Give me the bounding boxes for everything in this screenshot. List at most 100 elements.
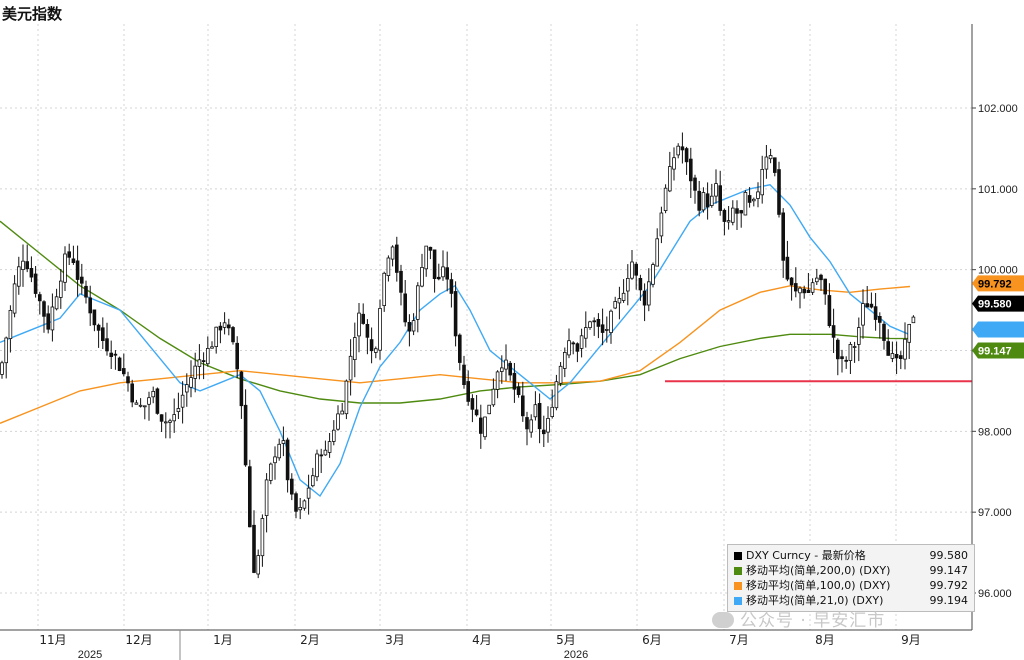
candle-body-62	[260, 518, 265, 557]
candle-body-57	[239, 371, 244, 407]
candle-body-113	[474, 409, 479, 416]
wechat-icon	[712, 612, 734, 628]
candle-body-99	[415, 285, 420, 320]
candle-body-24	[101, 327, 105, 341]
candle-body-193	[810, 282, 815, 293]
candle-body-126	[529, 419, 533, 433]
candle-body-132	[554, 381, 559, 409]
tag-ma200-bg	[972, 342, 1024, 359]
candle-body-86	[361, 313, 365, 324]
candle-body-205	[861, 303, 865, 326]
legend-row-ma100: 移动平均(简单,100,0) (DXY) 99.792	[734, 579, 968, 593]
candle-body-215	[903, 338, 907, 360]
candle-body-79	[331, 429, 336, 442]
candle-body-137	[575, 343, 580, 352]
candle-body-190	[798, 287, 802, 294]
candle-body-59	[247, 466, 252, 528]
legend-label-price: DXY Curncy - 最新价格	[746, 549, 866, 562]
candle-body-36	[151, 390, 156, 398]
candle-body-110	[462, 364, 466, 386]
candle-body-19	[80, 276, 84, 284]
x-month-label-0: 11月	[39, 633, 66, 647]
candle-body-56	[235, 342, 240, 370]
candle-body-48	[201, 360, 206, 363]
candle-body-134	[563, 351, 567, 369]
candle-body-204	[857, 327, 861, 345]
candle-body-0	[0, 362, 4, 375]
candle-body-160	[672, 157, 676, 170]
candle-body-119	[499, 367, 504, 372]
candle-body-151	[634, 263, 638, 276]
candle-body-76	[319, 454, 323, 457]
candle-body-80	[336, 413, 340, 430]
candle-body-209	[878, 315, 882, 323]
candle-body-172	[722, 209, 727, 222]
x-year-label-0: 2025	[78, 649, 102, 660]
candle-body-27	[113, 353, 118, 356]
candle-body-41	[172, 414, 177, 422]
candle-body-150	[630, 261, 634, 279]
legend-label-ma200: 移动平均(简单,200,0) (DXY)	[746, 564, 891, 577]
candle-body-177	[743, 191, 748, 216]
tag-ma100-text: 99.792	[978, 278, 1012, 290]
candle-body-22	[92, 309, 97, 326]
candle-body-58	[243, 404, 248, 466]
x-year-label-1: 2026	[564, 649, 588, 660]
candle-body-143	[600, 324, 605, 333]
candle-body-88	[369, 339, 374, 352]
candle-body-129	[542, 429, 546, 435]
candle-body-3	[12, 283, 17, 314]
tag-ma200-text: 99.147	[978, 346, 1012, 358]
x-month-label-5: 4月	[472, 633, 492, 647]
candle-body-173	[726, 220, 731, 223]
candle-body-125	[525, 417, 529, 430]
candle-body-43	[180, 394, 185, 408]
candle-body-95	[399, 270, 403, 293]
candle-body-182	[764, 156, 769, 170]
candle-body-82	[344, 380, 349, 415]
candle-body-195	[819, 274, 823, 281]
candle-body-29	[122, 368, 126, 375]
candle-body-164	[689, 158, 693, 182]
candle-body-176	[739, 210, 743, 214]
candle-body-52	[218, 325, 223, 331]
candle-body-68	[285, 439, 290, 481]
candle-body-1	[4, 337, 9, 364]
candle-body-203	[852, 346, 857, 348]
y-tick-label-4: 100.000	[978, 265, 1018, 277]
candle-body-158	[663, 187, 668, 211]
candle-body-174	[731, 207, 735, 223]
candle-body-153	[642, 290, 647, 306]
candle-body-131	[550, 406, 554, 417]
candle-body-124	[521, 395, 525, 417]
candle-body-83	[348, 355, 353, 381]
candle-body-81	[340, 410, 344, 415]
y-tick-label-1: 97.000	[978, 507, 1012, 519]
candle-body-73	[306, 487, 311, 499]
candle-body-91	[382, 272, 386, 306]
candle-body-72	[302, 500, 307, 509]
candle-body-35	[147, 397, 151, 405]
candle-body-12	[50, 306, 55, 331]
candle-body-169	[710, 195, 714, 206]
x-month-label-9: 8月	[815, 633, 835, 647]
x-month-label-8: 7月	[729, 633, 749, 647]
candle-body-92	[386, 257, 391, 277]
candle-body-39	[163, 421, 168, 424]
chart-title: 美元指数	[2, 5, 63, 23]
candle-body-13	[54, 296, 59, 310]
candle-body-217	[911, 316, 916, 324]
candle-body-181	[760, 168, 764, 196]
candle-body-33	[138, 404, 143, 407]
candle-body-199	[836, 339, 840, 360]
candle-body-37	[155, 388, 160, 414]
candle-body-98	[411, 320, 416, 332]
candle-body-191	[802, 288, 806, 294]
candle-body-78	[327, 441, 332, 453]
candle-body-42	[176, 408, 181, 412]
candle-body-66	[277, 443, 281, 459]
ma21-line	[0, 184, 911, 498]
candle-body-163	[684, 148, 689, 163]
candle-body-178	[747, 195, 752, 203]
tag-ma21-bg	[972, 321, 1024, 338]
